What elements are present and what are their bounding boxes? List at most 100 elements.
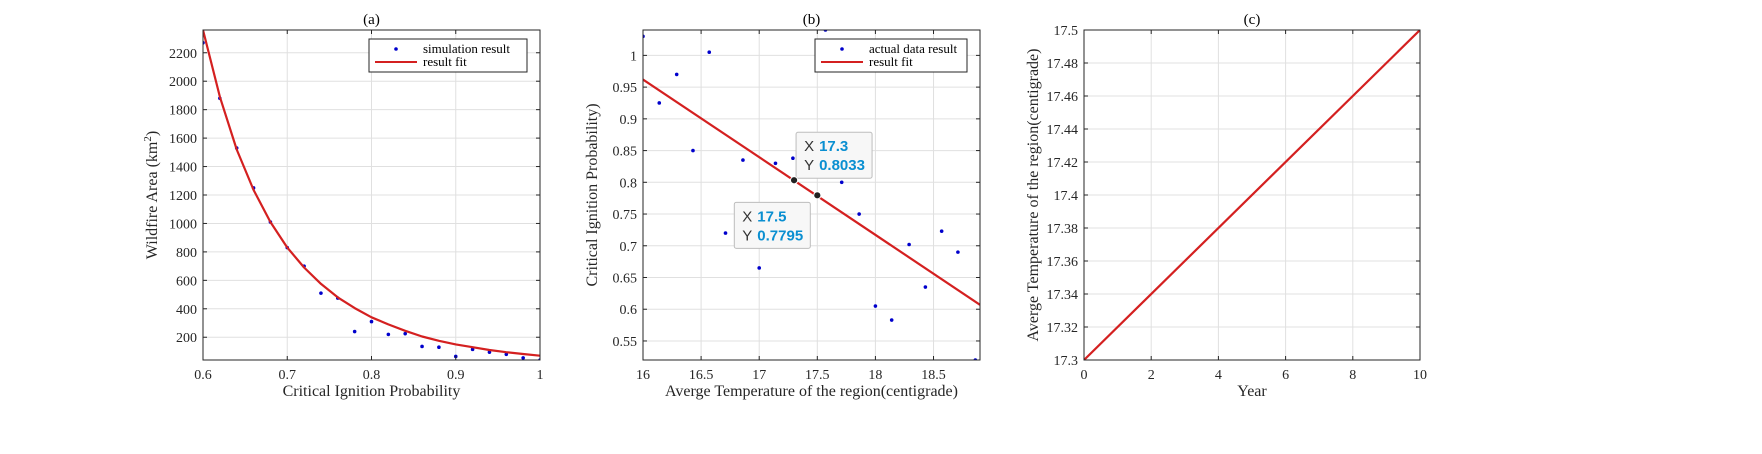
- x-tick-label: 0.7: [279, 368, 297, 383]
- data-point: [521, 356, 525, 360]
- y-tick-label: 17.34: [1047, 288, 1079, 303]
- data-point: [403, 331, 408, 336]
- y-tick-label: 1000: [169, 217, 197, 232]
- panel-c: 0 2 4 6 8 10 17.3 17.32 17.34 17.36 17.38 17.4 17.42…: [1025, 12, 1427, 400]
- legend-box: [368, 38, 528, 73]
- x-tick-label: 8: [1349, 368, 1356, 383]
- y-tick-label: 17.42: [1047, 156, 1079, 171]
- y-axis-label: Averge Temperature of the region(centigr…: [1025, 49, 1042, 342]
- y-tick-label: 1200: [169, 189, 197, 204]
- data-point: [791, 156, 795, 160]
- x-tick-label: 18.5: [921, 368, 946, 383]
- series: [643, 30, 980, 360]
- y-tick-label: 800: [176, 246, 197, 261]
- x-tick-label: 0.6: [194, 368, 212, 383]
- data-point: [907, 242, 911, 247]
- y-tick-label: 17.5: [1054, 24, 1079, 39]
- data-point: [741, 158, 745, 162]
- y-tick-label: 17.38: [1047, 222, 1079, 237]
- x-axis-label: Critical Ignition Probability: [283, 383, 461, 400]
- fit-line: [1084, 30, 1420, 360]
- y-tick-label: 2000: [169, 75, 197, 90]
- grid: [202, 30, 541, 360]
- y-tick-label: 600: [176, 274, 197, 289]
- datatip-y-key: Y: [742, 227, 752, 244]
- panel-b: 16 16.5 17 17.5 18 18.50.550.60.650.70.750.80…: [584, 12, 981, 400]
- datatip-y-key: Y: [804, 157, 814, 174]
- legend-label-fit: result fit: [423, 54, 467, 69]
- data-point: [674, 72, 679, 77]
- x-axis-label: Year: [1237, 383, 1267, 400]
- legend-label-points: actual data result: [869, 41, 957, 56]
- x-tick-label: 10: [1413, 368, 1427, 383]
- data-point: [857, 212, 861, 216]
- data-point: [369, 319, 374, 324]
- chart-title: (b): [803, 12, 821, 28]
- data-point: [657, 101, 662, 105]
- x-tick-label: 0.9: [447, 368, 465, 383]
- data-point: [504, 352, 509, 357]
- grid: [642, 30, 980, 360]
- y-tick-label: 17.46: [1047, 90, 1079, 105]
- legend-label-points: simulation result: [423, 41, 510, 56]
- y-axis-label-end: ): [144, 131, 161, 136]
- data-point: [487, 350, 492, 354]
- y-tick-label: 0.7: [620, 240, 638, 255]
- data-point: [386, 332, 391, 337]
- x-tick-label: 6: [1282, 368, 1289, 383]
- y-axis-label: Wildfire Area (km2): [142, 131, 161, 259]
- data-point: [723, 231, 728, 235]
- y-tick-label: 17.48: [1047, 57, 1079, 72]
- y-tick-label: 0.65: [613, 272, 638, 287]
- y-tick-label: 1: [630, 49, 637, 64]
- datatip-x-value: 17.5: [757, 208, 786, 225]
- series: [1084, 30, 1420, 360]
- chart-title: (a): [363, 12, 380, 28]
- y-tick-label: 1800: [169, 104, 197, 119]
- y-tick-label: 17.3: [1054, 354, 1079, 369]
- datatip-y-value: 0.7795: [757, 227, 803, 244]
- y-tick-label: 17.36: [1047, 255, 1079, 270]
- y-tick-label: 1400: [169, 161, 197, 176]
- x-tick-label: 18: [868, 368, 882, 383]
- x-tick-label: 17: [752, 368, 766, 383]
- y-axis-label: Critical Ignition Probability): [584, 103, 601, 286]
- data-point: [956, 250, 960, 254]
- y-tick-label: 0.6: [620, 303, 638, 318]
- data-point: [319, 291, 323, 295]
- data-point: [889, 318, 894, 322]
- y-tick-label: 2200: [169, 47, 197, 62]
- datatip-marker: [789, 176, 799, 185]
- data-point: [839, 180, 844, 185]
- y-tick-label: 0.55: [613, 335, 638, 350]
- y-tick-label: 1600: [169, 132, 197, 147]
- fit-line: [203, 30, 540, 357]
- data-point: [420, 344, 424, 349]
- y-tick-label: 17.44: [1047, 123, 1079, 138]
- x-axis-label: Averge Temperature of the region(centigr…: [665, 383, 958, 400]
- x-tick-label: 0.8: [363, 368, 381, 383]
- legend-label-fit: result fit: [869, 54, 913, 69]
- legend-point-marker: [840, 47, 844, 51]
- plot-area: [643, 30, 980, 360]
- y-axis-label-main: Wildfire Area (km: [144, 141, 161, 259]
- data-point: [939, 229, 944, 233]
- y-axis-label-superscript: 2: [142, 136, 154, 142]
- series: [203, 30, 540, 360]
- x-tick-label: 0: [1081, 368, 1088, 383]
- datatip-x-key: X: [804, 138, 814, 155]
- y-tick-label: 200: [176, 331, 197, 346]
- datatip-y-value: 0.8033: [819, 157, 865, 174]
- datatip-box: [795, 131, 873, 179]
- axes-box: [642, 29, 981, 361]
- y-tick-label: 0.9: [620, 113, 638, 128]
- y-tick-label: 0.95: [613, 81, 638, 96]
- y-tick-label: 0.75: [613, 208, 638, 223]
- x-tick-label: 17.5: [805, 368, 830, 383]
- x-tick-label: 1: [537, 368, 544, 383]
- x-tick-label: 16: [636, 368, 650, 383]
- legend-box: [814, 38, 968, 73]
